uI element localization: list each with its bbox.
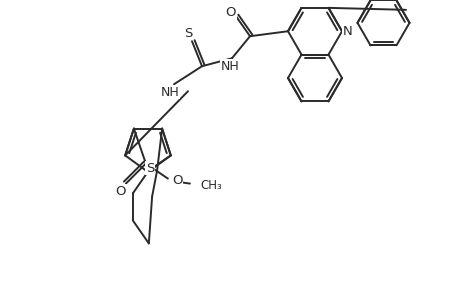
- Text: S: S: [184, 27, 192, 40]
- Text: O: O: [115, 185, 126, 198]
- Text: CH₃: CH₃: [200, 179, 221, 192]
- Text: O: O: [172, 174, 182, 187]
- Text: NH: NH: [220, 60, 239, 73]
- Text: N: N: [342, 25, 352, 38]
- Text: S: S: [146, 161, 154, 175]
- Text: O: O: [225, 6, 236, 19]
- Text: NH: NH: [160, 86, 179, 99]
